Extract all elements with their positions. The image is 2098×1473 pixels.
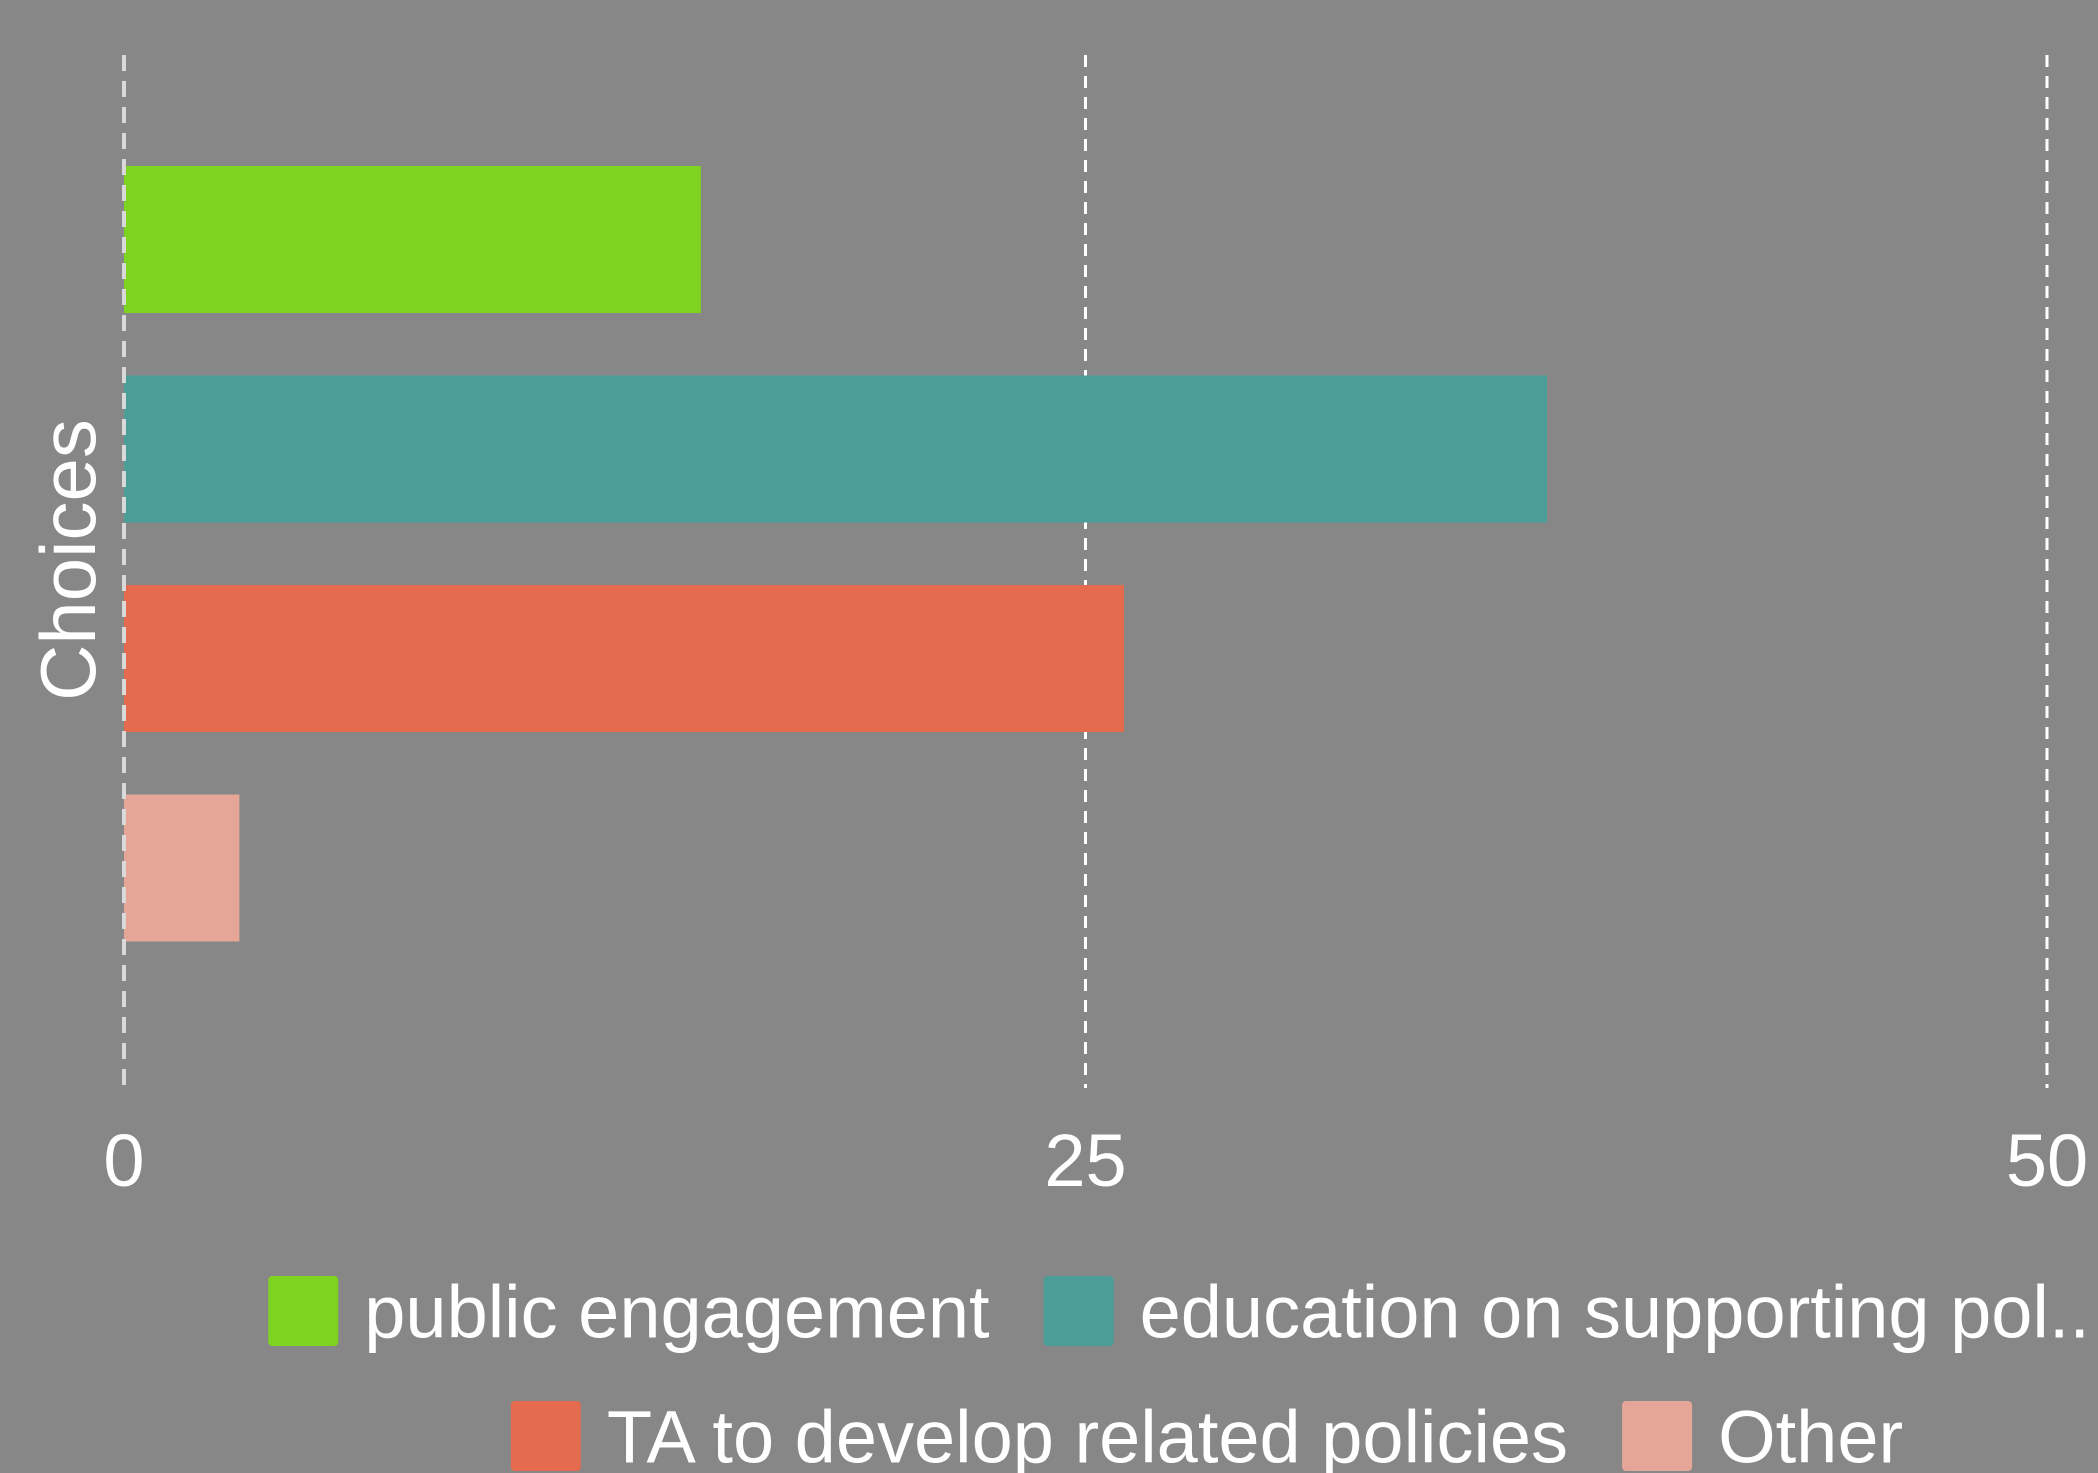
legend-label: TA to develop related policies xyxy=(607,1396,1568,1473)
x-tick-label: 0 xyxy=(103,1119,144,1202)
bar xyxy=(124,166,701,313)
bar xyxy=(124,585,1124,732)
legend-label: public engagement xyxy=(364,1271,990,1354)
legend-swatch xyxy=(1622,1401,1693,1471)
legend: public engagement education on supporting… xyxy=(268,1271,2090,1473)
legend-swatch xyxy=(268,1276,339,1346)
bars xyxy=(124,166,1548,942)
y-axis-label: Choices xyxy=(24,419,112,701)
legend-label: education on supporting pol.. xyxy=(1140,1271,2090,1354)
bar xyxy=(124,794,240,942)
legend-item: Other xyxy=(1622,1396,1903,1473)
bar xyxy=(124,375,1548,523)
x-tick-label: 50 xyxy=(2006,1119,2088,1202)
legend-swatch xyxy=(510,1401,581,1471)
gridlines xyxy=(1084,55,2049,1088)
legend-item: education on supporting pol.. xyxy=(1043,1271,2090,1354)
legend-item: public engagement xyxy=(268,1271,990,1354)
x-tick-label: 25 xyxy=(1044,1119,1126,1202)
legend-label: Other xyxy=(1718,1396,1903,1473)
legend-item: TA to develop related policies xyxy=(510,1396,1568,1473)
legend-swatch xyxy=(1043,1276,1114,1346)
x-axis-ticks: 0 25 50 xyxy=(103,1119,2088,1202)
